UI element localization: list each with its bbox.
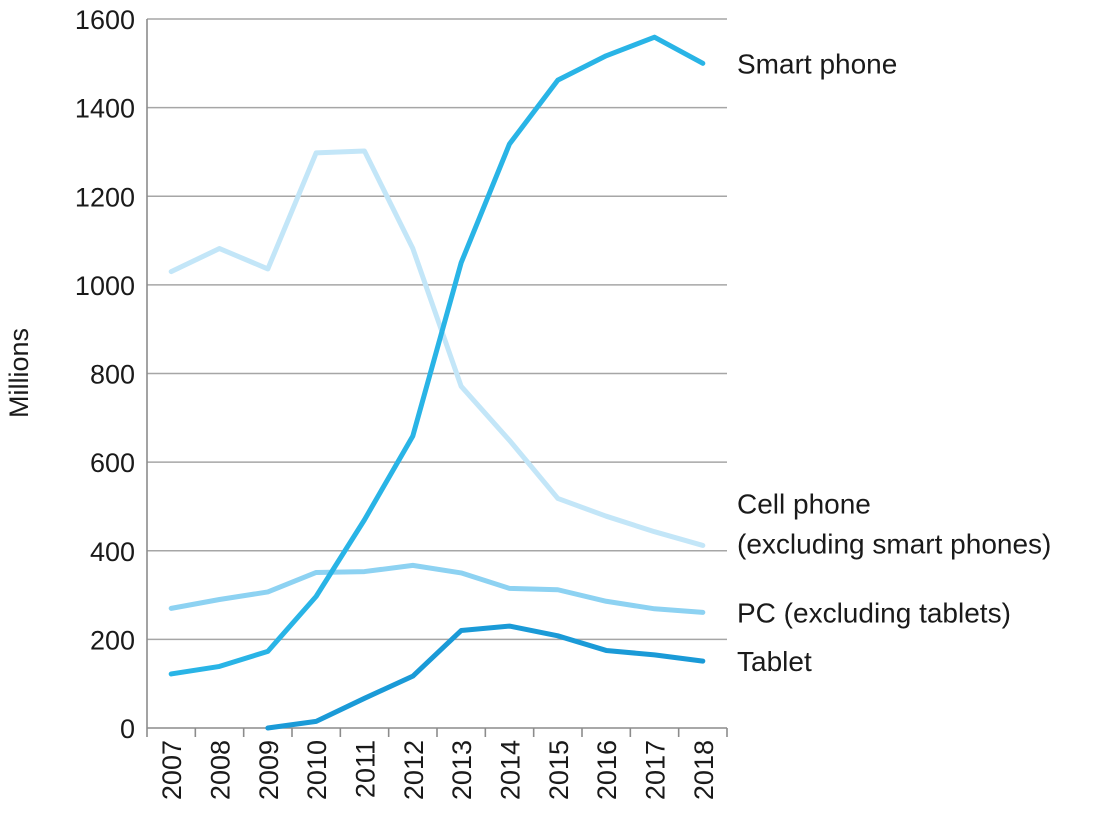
x-tick-label: 2016 — [592, 740, 622, 800]
y-tick-label: 1600 — [75, 5, 135, 35]
y-tick-label: 200 — [90, 625, 135, 655]
grid-layer — [147, 18, 727, 641]
y-tick-label: 600 — [90, 448, 135, 478]
axis-layer: 0 200 400 600 800 1000 1200 1400 1600 2007 2008 200… — [75, 5, 728, 800]
y-tick-label: 1200 — [75, 182, 135, 212]
y-tick-label: 800 — [90, 360, 135, 390]
series-layer — [168, 34, 706, 731]
series-label-1: Cell phone — [737, 488, 871, 519]
series-line-1 — [168, 148, 706, 548]
x-tick-label: 2011 — [351, 740, 381, 798]
series-label-3: Tablet — [737, 646, 812, 677]
series-line-2 — [168, 562, 706, 615]
series-line-3 — [265, 623, 706, 731]
x-tick-label: 2018 — [689, 740, 719, 800]
x-tick-label: 2007 — [157, 740, 187, 800]
x-tick-label: 2010 — [302, 740, 332, 800]
y-tick-label: 1400 — [75, 94, 135, 124]
series-line-0 — [168, 34, 706, 677]
y-tick-label: 1000 — [75, 271, 135, 301]
y-tick-label: 0 — [120, 714, 135, 744]
x-tick-label: 2013 — [447, 740, 477, 800]
x-tick-label: 2015 — [544, 740, 574, 800]
x-tick-label: 2009 — [254, 740, 284, 800]
label-layer: Smart phone Cell phone (excluding smart ph… — [737, 48, 1051, 677]
x-tick-label: 2012 — [399, 740, 429, 800]
x-tick-label: 2014 — [496, 740, 526, 800]
y-axis-title: Millions — [4, 328, 34, 418]
x-tick-label: 2017 — [641, 740, 671, 800]
series-label-1: (excluding smart phones) — [737, 528, 1051, 559]
y-tick-label: 400 — [90, 537, 135, 567]
x-tick-label: 2008 — [206, 740, 236, 800]
series-label-0: Smart phone — [737, 48, 897, 79]
series-label-2: PC (excluding tablets) — [737, 597, 1011, 628]
